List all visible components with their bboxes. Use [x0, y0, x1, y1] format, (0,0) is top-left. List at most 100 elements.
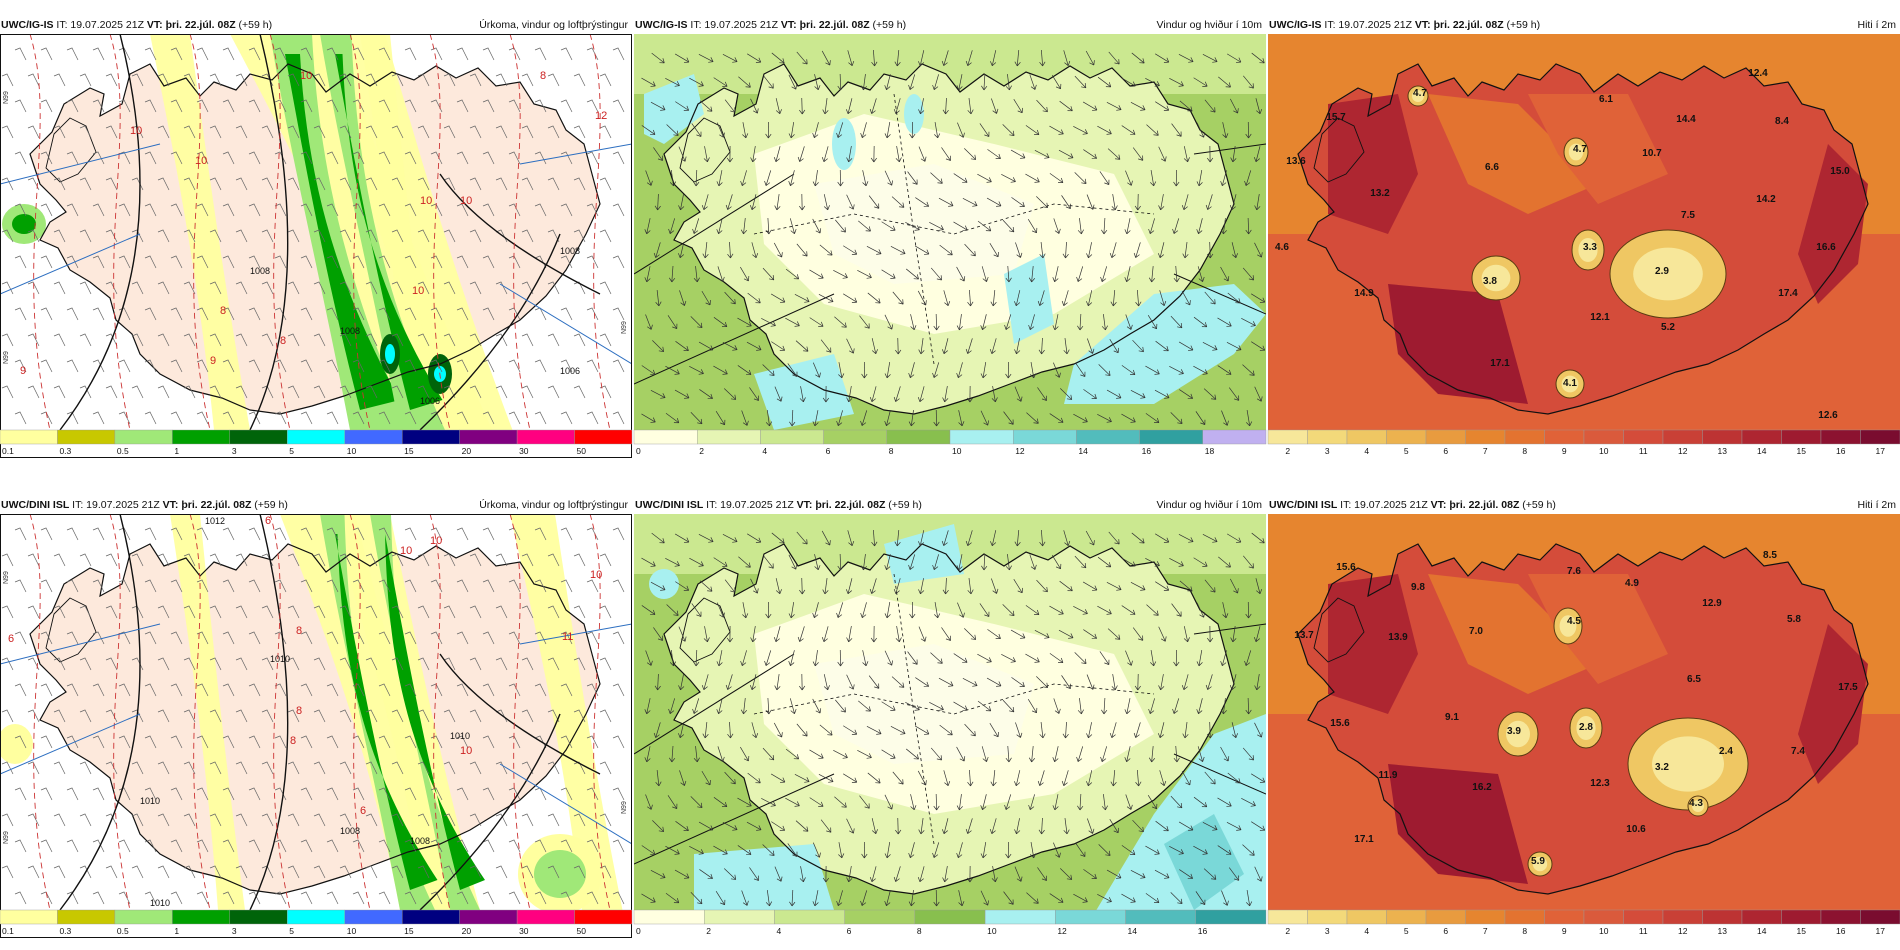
- color-scale-swatch: [1465, 429, 1506, 445]
- color-scale-tick: 20: [462, 926, 472, 936]
- forecast-map[interactable]: 12.4 4.7 6.1 14.4 8.4 15.7 4.7 10.7 13.6 6.6 15.0 1…: [1268, 34, 1900, 430]
- color-scale-tick: 15: [404, 926, 414, 936]
- temperature-contour-label: 6: [8, 633, 14, 645]
- color-scale-swatch: [1202, 429, 1267, 445]
- temperature-value-label: 2.8: [1579, 722, 1593, 733]
- color-scale-swatch: [114, 909, 173, 925]
- temp-color-scale: 23456789101112131415161718: [1267, 429, 1900, 456]
- color-scale-tick: 6: [826, 446, 831, 456]
- temperature-value-label: 5.8: [1787, 614, 1801, 625]
- precip-color-scale: 0.1 0.3 0.5 1 3 5 10 15 20 30 50: [0, 429, 633, 456]
- forecast-map[interactable]: [634, 34, 1266, 430]
- temperature-value-label: 13.7: [1294, 630, 1314, 641]
- panel-row1-col3: UWC/IG-IS IT: 19.07.2025 21Z VT: þri. 22…: [1267, 18, 1900, 460]
- vt-prefix: VT:: [162, 499, 182, 511]
- color-scale-tick: 14: [1128, 926, 1138, 936]
- model-name: UWC/DINI ISL: [635, 499, 704, 511]
- color-scale-swatch: [1425, 909, 1466, 925]
- valid-time: þri. 22.júl. 08Z: [1433, 19, 1504, 31]
- panel-header: UWC/DINI ISL IT: 19.07.2025 21Z VT: þri.…: [0, 498, 632, 512]
- isobar-label: 1010: [140, 796, 160, 806]
- forecast-map[interactable]: 1012 1010 1010 1010 1008 1008 1010 6 10 8 10 11 8 8 10…: [0, 514, 632, 910]
- temperature-value-label: 4.7: [1573, 144, 1587, 155]
- panel-row1-col2: UWC/IG-IS IT: 19.07.2025 21Z VT: þri. 22…: [633, 18, 1267, 460]
- it-prefix: IT:: [687, 19, 705, 31]
- color-scale-tick: 17: [1876, 926, 1886, 936]
- color-scale-tick: 0.1: [2, 926, 14, 936]
- map-canvas: 12.4 4.7 6.1 14.4 8.4 15.7 4.7 10.7 13.6 6.6 15.0 1…: [1268, 34, 1900, 430]
- temperature-contour-label: 10: [300, 70, 312, 82]
- color-scale-swatch: [1386, 429, 1427, 445]
- forecast-map[interactable]: [634, 514, 1266, 910]
- temperature-contour-label: 11: [562, 631, 573, 643]
- color-scale-swatch: [1076, 429, 1140, 445]
- color-scale-swatch: [1267, 909, 1308, 925]
- color-scale-tick: 11: [1639, 926, 1648, 936]
- color-scale-swatch: [401, 429, 460, 445]
- temperature-value-label: 17.1: [1490, 358, 1510, 369]
- color-scale-tick: 17: [1876, 446, 1886, 456]
- isobar-label: 1008: [410, 836, 430, 846]
- temperature-value-label: 7.4: [1791, 746, 1805, 757]
- temperature-contour-label: 6: [360, 805, 366, 817]
- color-scale-tick: 0.5: [117, 446, 129, 456]
- wind-color-scale: 0 2 4 6 8 10 12 14 16 18: [633, 429, 1267, 456]
- color-scale-tick: 12: [1678, 446, 1688, 456]
- valid-time: þri. 22.júl. 08Z: [1449, 499, 1520, 511]
- color-scale-tick: 3: [1325, 446, 1330, 456]
- isobar-label: 1006: [560, 366, 580, 376]
- panel-row2-col2: UWC/DINI ISL IT: 19.07.2025 21Z VT: þri.…: [633, 498, 1267, 940]
- color-scale-tick: 12: [1678, 926, 1688, 936]
- wind-color-scale: 0 2 4 6 8 10 12 14 16: [633, 909, 1267, 936]
- color-scale-swatch: [0, 429, 58, 445]
- run-info: UWC/IG-IS IT: 19.07.2025 21Z VT: þri. 22…: [1, 18, 272, 32]
- run-info: UWC/IG-IS IT: 19.07.2025 21Z VT: þri. 22…: [635, 18, 906, 32]
- temperature-value-label: 17.1: [1354, 834, 1374, 845]
- valid-time: þri. 22.júl. 08Z: [799, 19, 870, 31]
- color-scale-tick: 2: [699, 446, 704, 456]
- panel-header: UWC/IG-IS IT: 19.07.2025 21Z VT: þri. 22…: [1268, 18, 1900, 32]
- color-scale-swatch: [172, 429, 231, 445]
- temperature-contour-label: 10: [130, 125, 142, 137]
- color-scale-tick: 0.5: [117, 926, 129, 936]
- color-scale-tick: 30: [519, 446, 529, 456]
- color-scale-swatch: [1702, 429, 1743, 445]
- color-scale-tick: 12: [1015, 446, 1025, 456]
- color-scale-tick: 16: [1836, 926, 1846, 936]
- temperature-value-label: 13.9: [1388, 632, 1408, 643]
- color-scale-swatch: [704, 909, 775, 925]
- isobar-label: 1010: [270, 654, 290, 664]
- color-scale-tick: 7: [1483, 446, 1488, 456]
- color-scale-tick: 1: [174, 926, 179, 936]
- temperature-value-label: 9.1: [1445, 712, 1459, 723]
- forecast-map[interactable]: 8.5 15.6 7.6 4.9 9.8 12.9 5.8 4.5 7.0 13.7 13.9 6.5…: [1268, 514, 1900, 910]
- isobar-label: 1010: [450, 731, 470, 741]
- color-scale-swatch: [633, 909, 705, 925]
- map-canvas: [634, 514, 1266, 910]
- isobar-label: 1012: [205, 516, 225, 526]
- color-scale-tick: 1: [174, 446, 179, 456]
- vt-prefix: VT:: [1414, 19, 1434, 31]
- lead-time: (+59 h): [251, 499, 288, 511]
- color-scale-tick: 3: [232, 926, 237, 936]
- color-scale-swatch: [344, 429, 403, 445]
- panel-header: UWC/IG-IS IT: 19.07.2025 21Z VT: þri. 22…: [0, 18, 632, 32]
- model-name: UWC/IG-IS: [635, 19, 688, 31]
- color-scale-swatch: [1820, 429, 1861, 445]
- edge-label: N99: [3, 831, 10, 844]
- color-scale-tick: 10: [347, 446, 357, 456]
- color-scale-swatch: [1139, 429, 1204, 445]
- color-scale-tick: 6: [1443, 926, 1448, 936]
- temperature-contour-label: 8: [280, 335, 286, 347]
- color-scale-swatch: [823, 429, 888, 445]
- color-scale-swatch: [1860, 429, 1900, 445]
- temperature-value-label: 8.5: [1763, 550, 1777, 561]
- color-scale-swatch: [1346, 429, 1387, 445]
- color-scale-swatch: [574, 909, 633, 925]
- temperature-value-label: 12.1: [1590, 312, 1610, 323]
- temperature-value-label: 11.9: [1379, 770, 1398, 781]
- forecast-map[interactable]: 1006 1008 1008 1006 1008 12 10 10 10 8 9 8 10 10 10 8 9 N…: [0, 34, 632, 430]
- color-scale-tick: 4: [1364, 446, 1369, 456]
- init-time: 19.07.2025 21Z: [1338, 19, 1412, 31]
- color-scale-swatch: [774, 909, 845, 925]
